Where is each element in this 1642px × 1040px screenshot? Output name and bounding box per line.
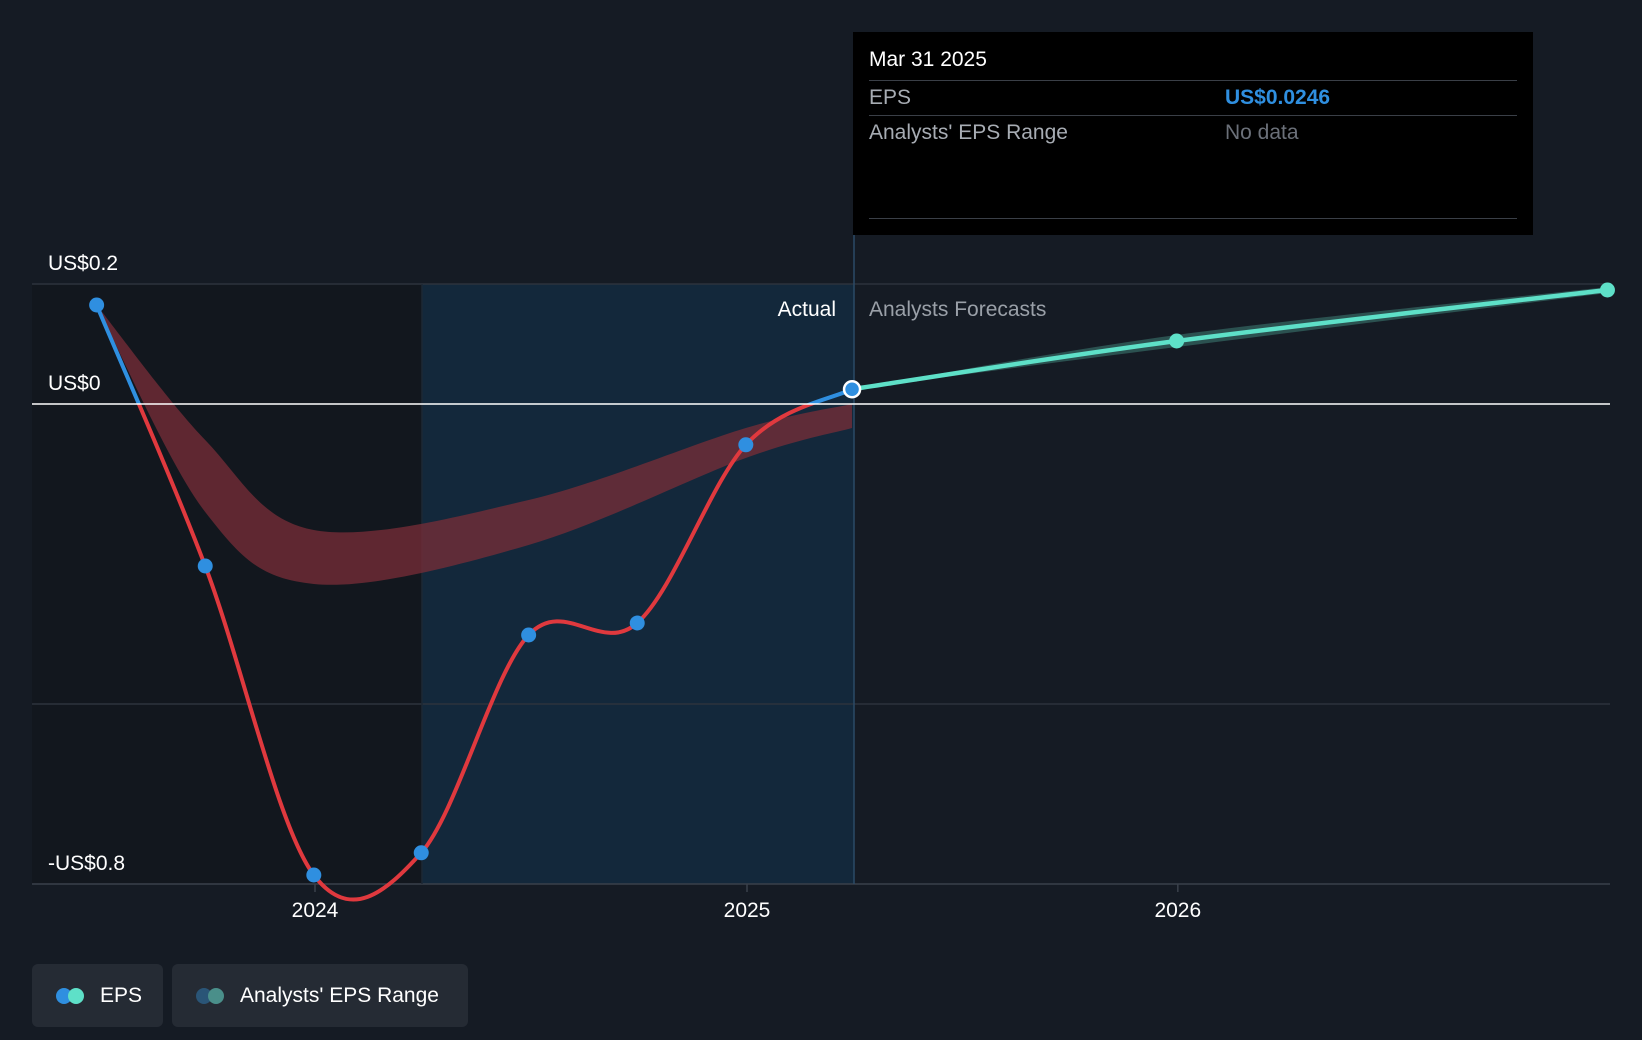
eps-point[interactable]: [197, 558, 213, 574]
eps-point[interactable]: [413, 845, 429, 861]
eps-point[interactable]: [306, 867, 322, 883]
eps-points: [89, 282, 1615, 883]
past-shading: [32, 284, 422, 884]
actual-label: Actual: [778, 298, 836, 321]
eps-forecast-point[interactable]: [1599, 282, 1615, 298]
tooltip-row-eps: EPS US$0.0246: [869, 81, 1517, 116]
eps-point[interactable]: [89, 297, 105, 313]
eps-range-band: [96, 305, 853, 585]
tooltip-range-value: No data: [1225, 121, 1299, 144]
eps-forecast-point[interactable]: [1169, 333, 1185, 349]
y-tick-label: US$0: [48, 372, 101, 395]
legend-item-eps-range[interactable]: Analysts' EPS Range: [172, 964, 468, 1027]
tooltip-date: Mar 31 2025: [869, 46, 1517, 81]
forecast-label: Analysts Forecasts: [869, 298, 1046, 321]
eps-range-legend-icon: [196, 987, 226, 1004]
y-tick-label: US$0.2: [48, 252, 118, 275]
y-axis-labels: US$0.2 US$0 -US$0.8: [48, 252, 125, 875]
x-tick-label: 2026: [1154, 899, 1201, 922]
tooltip-range-label: Analysts' EPS Range: [869, 121, 1068, 144]
grid-lines: [32, 283, 1610, 885]
legend-eps-label: EPS: [100, 983, 143, 1007]
eps-point[interactable]: [629, 615, 645, 631]
actual-highlight: [422, 284, 854, 884]
x-axis-labels: 2024 2025 2026: [292, 884, 1201, 922]
legend-range-label: Analysts' EPS Range: [240, 983, 439, 1007]
eps-point[interactable]: [521, 627, 537, 643]
legend-item-eps[interactable]: EPS: [32, 964, 163, 1027]
tooltip-eps-value: US$0.0246: [1225, 86, 1331, 109]
tooltip-divider: [869, 218, 1517, 219]
tooltip-row-range: Analysts' EPS Range No data: [869, 116, 1517, 150]
eps-legend-icon: [56, 987, 86, 1004]
eps-point[interactable]: [842, 379, 862, 399]
x-tick-label: 2024: [292, 899, 339, 922]
tooltip-eps-label: EPS: [869, 86, 912, 109]
tooltip: Mar 31 2025 EPS US$0.0246 Analysts' EPS …: [853, 32, 1533, 235]
y-tick-label: -US$0.8: [48, 852, 125, 875]
x-tick-label: 2025: [724, 899, 771, 922]
eps-point[interactable]: [738, 437, 754, 453]
